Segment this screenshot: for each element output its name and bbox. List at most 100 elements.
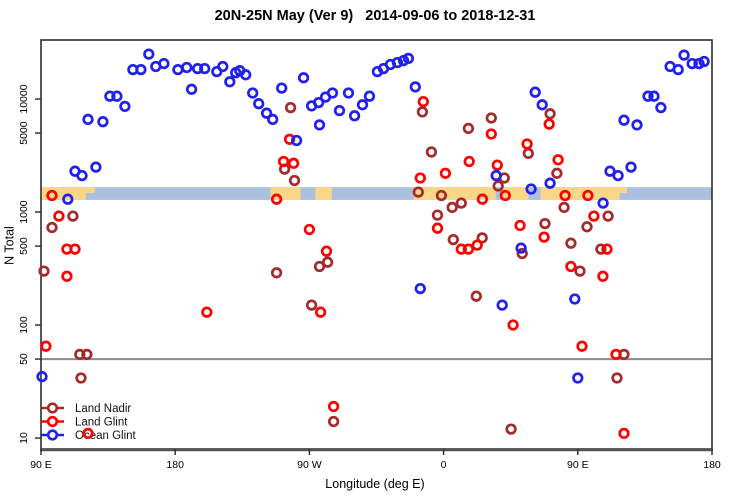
data-point xyxy=(574,265,586,277)
data-point xyxy=(104,90,116,102)
data-point xyxy=(363,90,376,102)
data-point xyxy=(576,340,588,352)
data-point xyxy=(648,90,660,102)
data-point xyxy=(260,107,273,119)
data-point xyxy=(559,189,571,202)
data-point xyxy=(391,56,404,69)
data-point xyxy=(597,197,609,209)
data-point xyxy=(476,232,488,244)
data-point xyxy=(416,106,429,118)
y-tick-label: 10 xyxy=(18,432,30,444)
x-tick-label: 180 xyxy=(166,459,184,471)
data-point xyxy=(544,108,556,120)
data-point xyxy=(185,83,198,95)
data-point xyxy=(303,223,316,236)
data-point xyxy=(111,90,123,102)
data-point xyxy=(327,400,340,413)
data-point xyxy=(471,239,483,251)
data-point xyxy=(326,87,339,99)
data-point xyxy=(642,90,654,102)
data-point xyxy=(485,112,497,124)
y-axis-label: N Total xyxy=(2,226,17,265)
data-point xyxy=(525,183,537,195)
data-point xyxy=(539,217,551,230)
x-tick-label: 90 W xyxy=(297,459,322,471)
data-point xyxy=(470,290,482,302)
data-point xyxy=(409,81,421,93)
data-point xyxy=(582,189,594,202)
data-point xyxy=(224,76,236,88)
data-point xyxy=(305,299,318,311)
data-point xyxy=(516,247,528,260)
data-point xyxy=(402,52,415,65)
data-point xyxy=(505,423,517,435)
data-point xyxy=(595,243,607,255)
data-point xyxy=(313,260,326,273)
legend-item-label: Land Nadir xyxy=(75,403,131,415)
data-point xyxy=(491,159,503,171)
data-point xyxy=(201,306,213,318)
data-point xyxy=(431,222,444,234)
data-point xyxy=(672,63,684,76)
data-point xyxy=(655,101,667,114)
data-point xyxy=(119,100,131,113)
data-point xyxy=(143,48,155,60)
data-point xyxy=(536,99,548,111)
legend-item-marker xyxy=(46,415,59,428)
chart-title: 20N-25N May (Ver 9) 2014-09-06 to 2018-1… xyxy=(214,8,536,24)
y-tick-label: 100 xyxy=(18,316,30,334)
data-point xyxy=(320,245,333,257)
data-point xyxy=(82,427,94,440)
data-point xyxy=(288,174,301,187)
data-point xyxy=(686,57,698,70)
data-point xyxy=(521,138,533,150)
data-point xyxy=(529,86,541,98)
data-point xyxy=(412,186,424,198)
data-point xyxy=(455,243,467,255)
data-point xyxy=(97,116,109,128)
data-point xyxy=(417,95,429,108)
data-point xyxy=(463,155,475,168)
data-point xyxy=(253,98,265,110)
data-point xyxy=(447,233,459,246)
data-point xyxy=(431,209,444,221)
map-strip-land xyxy=(413,187,496,200)
x-axis-label: Longitude (deg E) xyxy=(325,477,425,491)
data-point xyxy=(135,63,147,76)
data-point xyxy=(551,167,563,179)
data-point xyxy=(53,210,65,222)
data-point xyxy=(62,193,74,205)
data-point xyxy=(342,87,355,99)
data-point xyxy=(284,101,297,114)
data-point xyxy=(569,293,581,305)
x-tick-label: 180 xyxy=(703,459,721,471)
data-point xyxy=(514,219,526,232)
data-point xyxy=(74,348,86,361)
data-point xyxy=(565,237,577,249)
data-point xyxy=(544,177,556,189)
data-point xyxy=(312,96,325,109)
data-point xyxy=(199,62,211,75)
data-point xyxy=(46,189,58,202)
data-point xyxy=(604,165,616,177)
data-point xyxy=(462,243,475,255)
data-point xyxy=(287,157,300,169)
data-point xyxy=(588,210,600,222)
data-point xyxy=(515,242,527,254)
data-point xyxy=(558,201,570,214)
data-point xyxy=(69,243,81,255)
data-point xyxy=(75,372,87,384)
data-point xyxy=(611,372,623,384)
data-point xyxy=(597,270,609,282)
data-point xyxy=(290,134,303,147)
plot-border xyxy=(40,39,713,450)
data-point xyxy=(631,119,643,131)
legend-item-label: Ocean Glint xyxy=(75,430,137,442)
data-point xyxy=(277,155,290,168)
data-point xyxy=(618,114,630,126)
data-point xyxy=(490,169,502,182)
data-point xyxy=(485,128,497,140)
data-point xyxy=(76,169,88,182)
data-point xyxy=(333,104,346,117)
